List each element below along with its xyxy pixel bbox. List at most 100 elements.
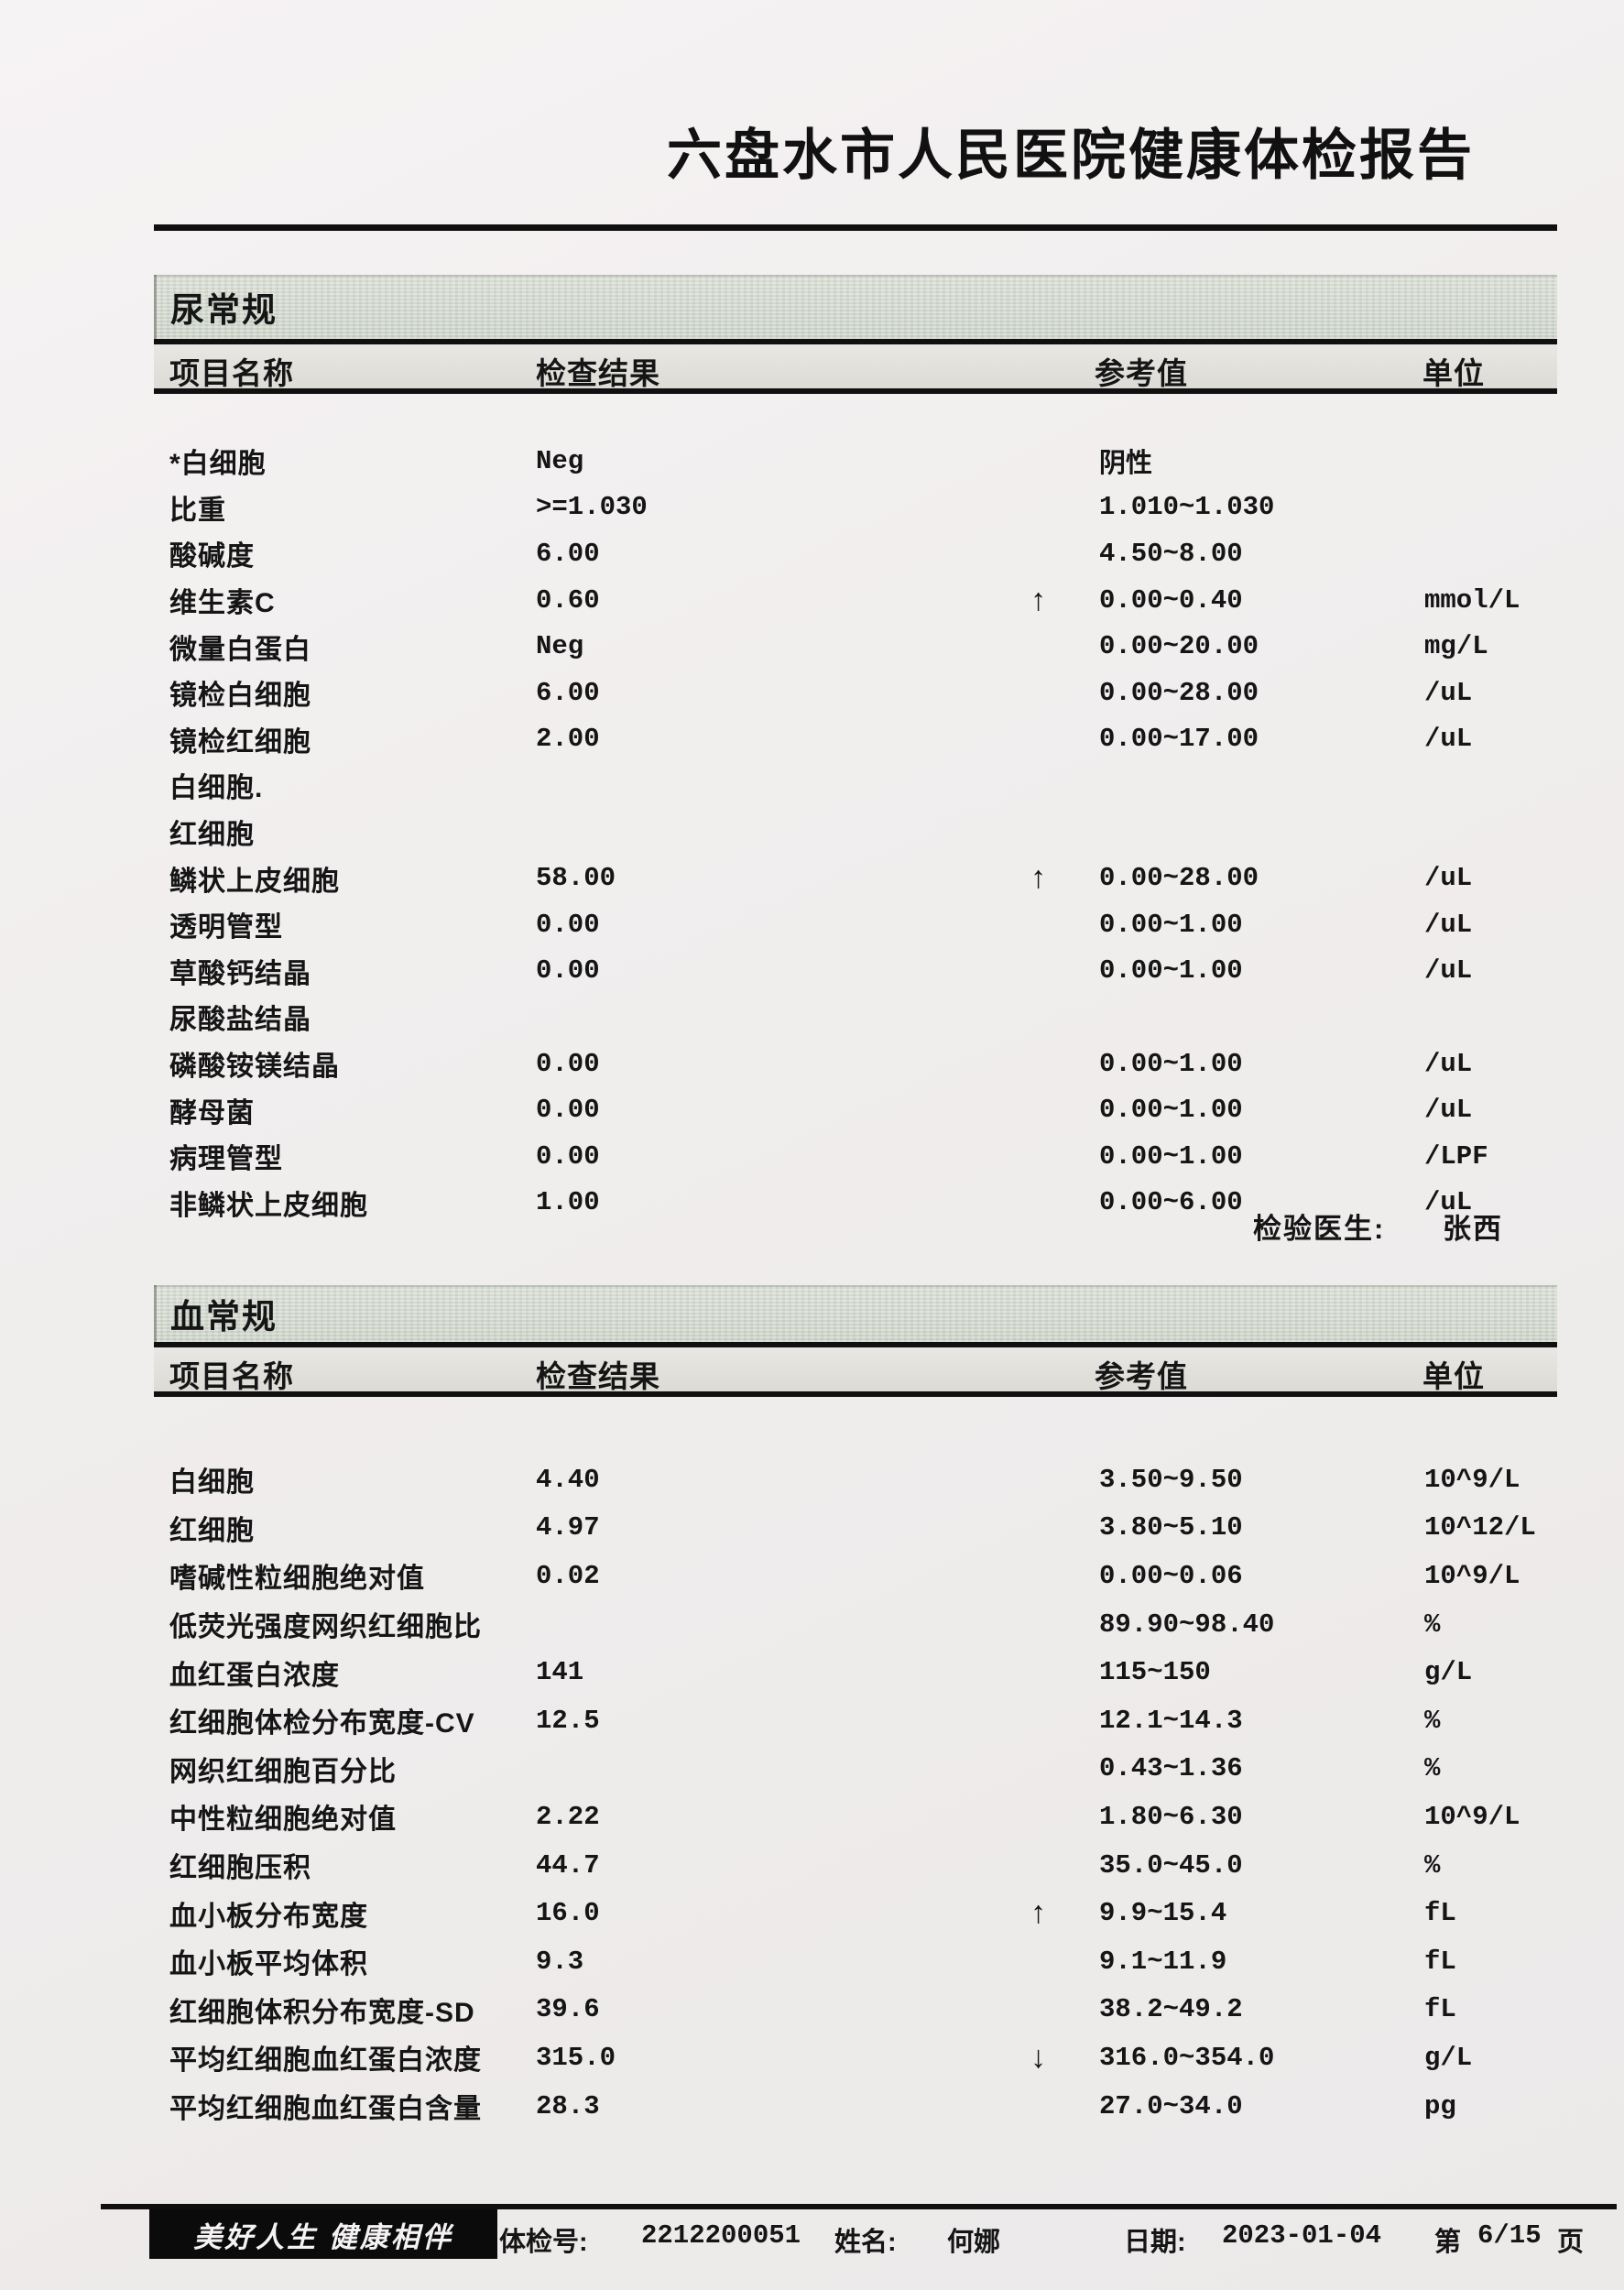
unit-label: /uL xyxy=(1424,1187,1473,1218)
reference-range: 0.00~20.00 xyxy=(1099,631,1259,662)
date-value: 2023-01-04 xyxy=(1222,2220,1382,2251)
slogan-badge: 美好人生 健康相伴 xyxy=(149,2209,497,2259)
column-header-reference: 参考值 xyxy=(1095,356,1188,390)
item-name: 镜检红细胞 xyxy=(169,726,311,758)
column-header-item: 项目名称 xyxy=(169,1359,294,1393)
lab-row: 红细胞 4.97 3.80~5.10 10^12/L xyxy=(169,1504,1557,1553)
unit-label: % xyxy=(1424,1849,1441,1881)
footer-divider xyxy=(101,2204,1617,2209)
reference-range: 0.00~28.00 xyxy=(1099,863,1259,894)
range-flag-icon: ↑ xyxy=(1030,582,1046,617)
result-value: 141 xyxy=(536,1657,584,1688)
unit-label: pg xyxy=(1424,2090,1456,2121)
slogan-text: 美好人生 健康相伴 xyxy=(193,2220,453,2253)
unit-label: fL xyxy=(1424,1898,1456,1929)
lab-row: 血小板平均体积 9.3 9.1~11.9 fL xyxy=(169,1937,1557,1986)
lab-row: 白细胞. xyxy=(169,762,1557,809)
reference-range: 0.00~1.00 xyxy=(1099,955,1243,987)
unit-label: 10^9/L xyxy=(1424,1801,1520,1832)
reference-range: 27.0~34.0 xyxy=(1099,2090,1243,2121)
reference-range: 9.9~15.4 xyxy=(1099,1898,1227,1929)
result-value: 0.02 xyxy=(536,1560,600,1591)
item-name: 红细胞体检分布宽度-CV xyxy=(169,1708,475,1739)
lab-row: 平均红细胞血红蛋白浓度 315.0 ↓ 316.0~354.0 g/L xyxy=(169,2034,1557,2082)
urine-section-band: 尿常规 xyxy=(154,275,1557,339)
lab-row: 病理管型 0.00 0.00~1.00 /LPF xyxy=(169,1133,1557,1180)
examiner-name: 张西 xyxy=(1443,1213,1503,1245)
result-value: 0.00 xyxy=(536,909,600,940)
reference-range: 0.00~1.00 xyxy=(1099,1140,1243,1172)
divider xyxy=(154,339,1557,344)
unit-label: 10^12/L xyxy=(1424,1512,1536,1543)
result-value: >=1.030 xyxy=(536,492,648,523)
reference-range: 35.0~45.0 xyxy=(1099,1849,1243,1881)
item-name: 网织红细胞百分比 xyxy=(169,1756,397,1787)
lab-row: 嗜碱性粒细胞绝对值 0.02 0.00~0.06 10^9/L xyxy=(169,1552,1557,1600)
result-value: 58.00 xyxy=(536,863,616,894)
unit-label: /uL xyxy=(1424,863,1473,894)
reference-range: 4.50~8.00 xyxy=(1099,538,1243,569)
lab-row: 酵母菌 0.00 0.00~1.00 /uL xyxy=(169,1086,1557,1133)
reference-range: 3.80~5.10 xyxy=(1099,1512,1243,1543)
unit-label: mmol/L xyxy=(1424,584,1520,616)
unit-label: /uL xyxy=(1424,1048,1473,1079)
lab-row: 白细胞 4.40 3.50~9.50 10^9/L xyxy=(169,1456,1557,1504)
result-value: 2.22 xyxy=(536,1801,600,1832)
result-value: 315.0 xyxy=(536,2042,616,2073)
result-value: 4.40 xyxy=(536,1464,600,1495)
result-value: 16.0 xyxy=(536,1898,600,1929)
item-name: 血小板平均体积 xyxy=(169,1949,368,1980)
item-name: 红细胞 xyxy=(169,1515,255,1546)
exam-no-label: 体检号: xyxy=(499,2228,588,2257)
reference-range: 9.1~11.9 xyxy=(1099,1946,1227,1977)
lab-row: 血小板分布宽度 16.0 ↑ 9.9~15.4 fL xyxy=(169,1889,1557,1937)
result-value: 0.60 xyxy=(536,584,600,616)
title-divider xyxy=(154,224,1557,231)
unit-label: fL xyxy=(1424,1946,1456,1977)
reference-range: 0.00~1.00 xyxy=(1099,1048,1243,1079)
result-value: 28.3 xyxy=(536,2090,600,2121)
lab-row: 微量白蛋白 Neg 0.00~20.00 mg/L xyxy=(169,623,1557,670)
item-name: *白细胞 xyxy=(169,449,267,480)
reference-range: 0.00~0.40 xyxy=(1099,584,1243,616)
item-name: 尿酸盐结晶 xyxy=(169,1005,311,1036)
lab-row: 草酸钙结晶 0.00 0.00~1.00 /uL xyxy=(169,948,1557,995)
lab-row: 中性粒细胞绝对值 2.22 1.80~6.30 10^9/L xyxy=(169,1793,1557,1841)
result-value: 39.6 xyxy=(536,1994,600,2025)
lab-row: 红细胞 xyxy=(169,809,1557,856)
page-indicator-prefix: 第 xyxy=(1434,2228,1462,2257)
blood-section-title: 血常规 xyxy=(170,1298,278,1336)
result-value: 1.00 xyxy=(536,1187,600,1218)
reference-range: 3.50~9.50 xyxy=(1099,1464,1243,1495)
lab-row: 鳞状上皮细胞 58.00 ↑ 0.00~28.00 /uL xyxy=(169,855,1557,901)
lab-row: 血红蛋白浓度 141 115~150 g/L xyxy=(169,1648,1557,1696)
item-name: 血红蛋白浓度 xyxy=(169,1660,340,1691)
lab-row: 酸碱度 6.00 4.50~8.00 xyxy=(169,530,1557,577)
reference-range: 0.00~17.00 xyxy=(1099,724,1259,755)
item-name: 草酸钙结晶 xyxy=(169,958,311,989)
reference-range: 0.43~1.36 xyxy=(1099,1753,1243,1784)
result-value: 4.97 xyxy=(536,1512,600,1543)
item-name: 平均红细胞血红蛋白浓度 xyxy=(169,2045,482,2077)
item-name: 病理管型 xyxy=(169,1144,283,1175)
item-name: 非鳞状上皮细胞 xyxy=(169,1190,368,1221)
unit-label: mg/L xyxy=(1424,631,1488,662)
item-name: 白细胞 xyxy=(169,1467,255,1499)
lab-row: 磷酸铵镁结晶 0.00 0.00~1.00 /uL xyxy=(169,1041,1557,1087)
reference-range: 阴性 xyxy=(1099,450,1153,481)
lab-row: 红细胞体积分布宽度-SD 39.6 38.2~49.2 fL xyxy=(169,1986,1557,2034)
result-value: 44.7 xyxy=(536,1849,600,1881)
lab-row: 透明管型 0.00 0.00~1.00 /uL xyxy=(169,901,1557,948)
column-header-result: 检查结果 xyxy=(536,1359,660,1393)
reference-range: 1.010~1.030 xyxy=(1099,492,1275,523)
lab-row: 平均红细胞血红蛋白含量 28.3 27.0~34.0 pg xyxy=(169,2082,1557,2131)
unit-label: 10^9/L xyxy=(1424,1464,1520,1495)
reference-range: 0.00~1.00 xyxy=(1099,1095,1243,1126)
date-label: 日期: xyxy=(1124,2228,1186,2257)
item-name: 透明管型 xyxy=(169,912,283,943)
divider xyxy=(154,1391,1557,1397)
reference-range: 0.00~1.00 xyxy=(1099,909,1243,940)
column-header-item: 项目名称 xyxy=(169,356,294,390)
item-name: 中性粒细胞绝对值 xyxy=(169,1805,397,1836)
lab-row: 维生素C 0.60 ↑ 0.00~0.40 mmol/L xyxy=(169,577,1557,624)
